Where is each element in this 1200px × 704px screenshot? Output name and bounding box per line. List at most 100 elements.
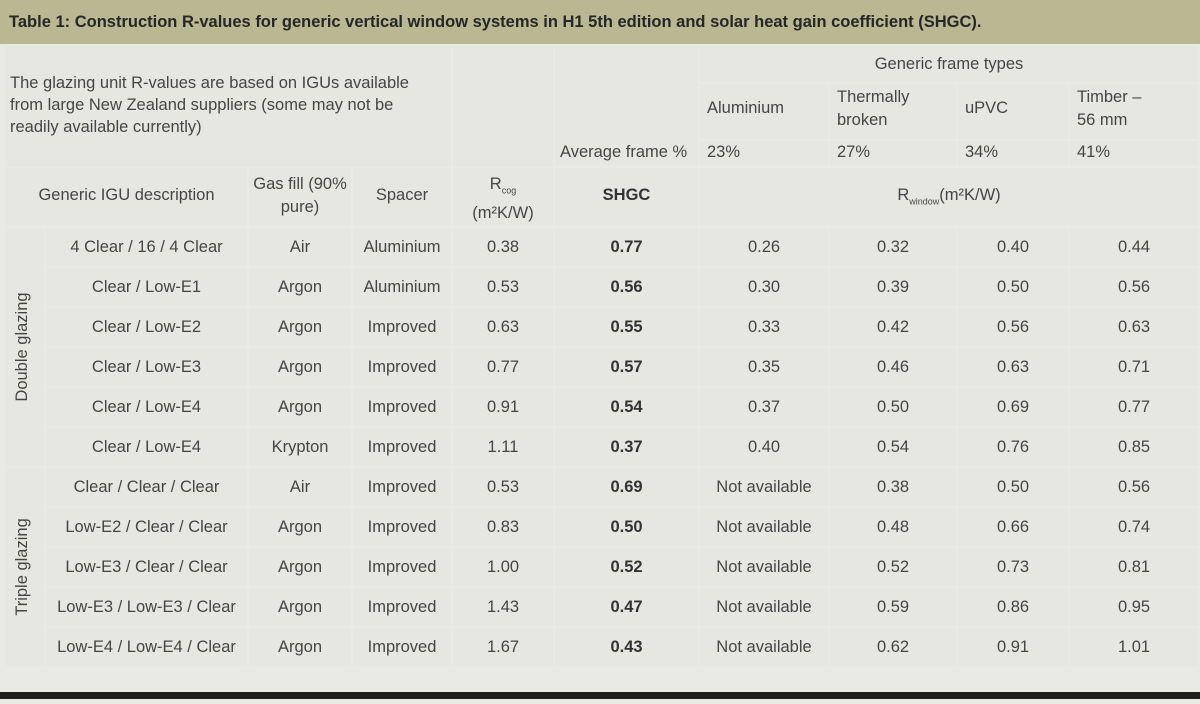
cell-tb: 0.42 xyxy=(876,318,910,336)
rcog-symbol: R xyxy=(489,175,502,193)
table-cell xyxy=(353,428,451,466)
cell-alu: 0.35 xyxy=(747,358,781,376)
group-label: Double glazing xyxy=(13,292,31,402)
cell-spacer: Aluminium xyxy=(363,278,441,296)
cell-upvc: 0.69 xyxy=(996,398,1030,416)
table-cell xyxy=(249,228,351,266)
spacer-header-cell xyxy=(353,168,451,225)
table-cell xyxy=(353,508,451,546)
table-cell xyxy=(958,268,1068,306)
table-cell xyxy=(453,588,553,626)
table-cell xyxy=(555,428,698,466)
table-cell xyxy=(700,588,828,626)
table-cell xyxy=(453,388,553,426)
cell-timber: 1.01 xyxy=(1117,638,1151,656)
table-cell xyxy=(46,428,247,466)
cell-tb: 0.46 xyxy=(876,358,910,376)
cell-gas: Air xyxy=(289,238,311,256)
cell-desc: Clear / Low-E4 xyxy=(91,438,202,456)
table-cell xyxy=(353,228,451,266)
table-cell xyxy=(249,388,351,426)
cell-timber: 0.56 xyxy=(1117,278,1151,296)
cell-shgc: 0.55 xyxy=(610,318,643,336)
table-cell xyxy=(453,268,553,306)
table-cell xyxy=(1070,548,1198,586)
table-cell xyxy=(830,428,956,466)
cell-rcog: 0.38 xyxy=(486,238,520,256)
table-cell xyxy=(46,548,247,586)
cell-alu: 0.30 xyxy=(747,278,781,296)
table-cell xyxy=(353,548,451,586)
frame-type-cell xyxy=(700,84,828,139)
cell-alu: 0.33 xyxy=(747,318,781,336)
spacer-header: Spacer xyxy=(375,186,429,204)
table-cell xyxy=(1070,228,1198,266)
table-cell xyxy=(830,508,956,546)
frame-average-value: 41% xyxy=(1077,143,1111,161)
table-cell xyxy=(453,348,553,386)
table-cell xyxy=(958,548,1068,586)
table-cell xyxy=(830,548,956,586)
cell-upvc: 0.56 xyxy=(996,318,1030,336)
table-cell xyxy=(453,628,553,666)
table-cell xyxy=(700,628,828,666)
table-cell xyxy=(353,628,451,666)
frame-type-name: Timber – 56 mm xyxy=(1077,88,1142,129)
frame-average-value: 23% xyxy=(707,143,741,161)
table-cell xyxy=(555,348,698,386)
table-cell xyxy=(353,468,451,506)
cell-gas: Argon xyxy=(277,358,323,376)
table-cell xyxy=(555,548,698,586)
cell-desc: Clear / Low-E3 xyxy=(91,358,202,376)
cell-spacer: Improved xyxy=(367,518,437,536)
cell-gas: Argon xyxy=(277,638,323,656)
cell-rcog: 1.11 xyxy=(487,438,519,456)
table-cell xyxy=(46,508,247,546)
cell-rcog: 1.00 xyxy=(486,558,520,576)
cell-desc: Low-E4 / Low-E4 / Clear xyxy=(57,638,236,656)
table-cell xyxy=(353,308,451,346)
rwindow-header: Rwindow(m²K/W) xyxy=(700,184,1198,213)
cell-shgc: 0.77 xyxy=(610,238,643,256)
rwindow-symbol: R xyxy=(897,186,910,204)
group-label-cell xyxy=(6,228,44,466)
gas-fill-header-cell xyxy=(249,168,351,225)
table-cell xyxy=(1070,468,1198,506)
cell-alu: 0.37 xyxy=(747,398,781,416)
table-cell xyxy=(46,588,247,626)
table-cell xyxy=(353,388,451,426)
cell-spacer: Improved xyxy=(367,558,437,576)
cell-tb: 0.62 xyxy=(876,638,910,656)
table-cell xyxy=(1070,508,1198,546)
cell-shgc: 0.57 xyxy=(610,358,643,376)
cell-gas: Air xyxy=(289,478,311,496)
cell-shgc: 0.69 xyxy=(610,478,643,496)
frame-type-name: Thermally broken xyxy=(837,88,910,129)
cell-tb: 0.39 xyxy=(876,278,910,296)
cell-alu: 0.40 xyxy=(747,438,781,456)
table-cell xyxy=(353,588,451,626)
table-cell xyxy=(958,468,1068,506)
cell-upvc: 0.76 xyxy=(996,438,1030,456)
cell-rcog: 0.83 xyxy=(486,518,520,536)
table-cell xyxy=(700,468,828,506)
cell-rcog: 0.63 xyxy=(486,318,520,336)
table-cell xyxy=(249,588,351,626)
table-cell xyxy=(555,388,698,426)
cell-tb: 0.38 xyxy=(876,478,910,496)
cell-alu: Not available xyxy=(716,518,812,536)
cell-spacer: Improved xyxy=(367,318,437,336)
cell-rcog: 1.67 xyxy=(486,638,520,656)
cell-rcog: 0.77 xyxy=(486,358,520,376)
cell-tb: 0.59 xyxy=(876,598,910,616)
cell-spacer: Improved xyxy=(367,598,437,616)
frame-average-cell xyxy=(830,141,956,165)
cell-spacer: Improved xyxy=(367,438,437,456)
rcog-subscript: cog xyxy=(501,185,517,196)
cell-upvc: 0.66 xyxy=(996,518,1030,536)
table-cell xyxy=(1070,588,1198,626)
header-blank-cell xyxy=(453,46,553,167)
cell-desc: Low-E2 / Clear / Clear xyxy=(65,518,228,536)
cell-shgc: 0.43 xyxy=(610,638,643,656)
cell-spacer: Improved xyxy=(367,638,437,656)
